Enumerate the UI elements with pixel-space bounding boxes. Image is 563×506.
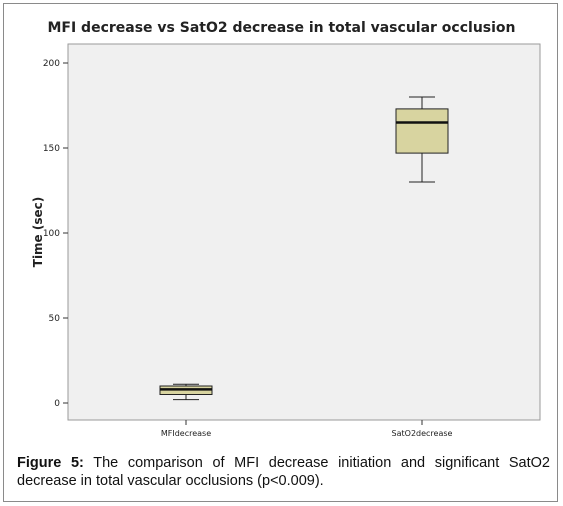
caption-label: Figure 5: <box>17 455 84 471</box>
y-tick-label: 0 <box>54 399 60 409</box>
caption-text: The comparison of MFI decrease initiatio… <box>17 455 550 489</box>
y-tick-label: 200 <box>43 59 60 69</box>
x-tick-label: SatO2decrease <box>392 429 453 438</box>
plot-background <box>67 43 541 421</box>
chart-title: MFI decrease vs SatO2 decrease in total … <box>47 20 516 36</box>
y-tick-label: 50 <box>49 314 61 324</box>
figure-caption: Figure 5: The comparison of MFI decrease… <box>17 454 550 490</box>
y-tick-label: 100 <box>43 229 60 239</box>
y-tick-label: 150 <box>43 144 60 154</box>
box-iqr <box>395 108 449 154</box>
x-tick-label: MFIdecrease <box>161 429 211 438</box>
